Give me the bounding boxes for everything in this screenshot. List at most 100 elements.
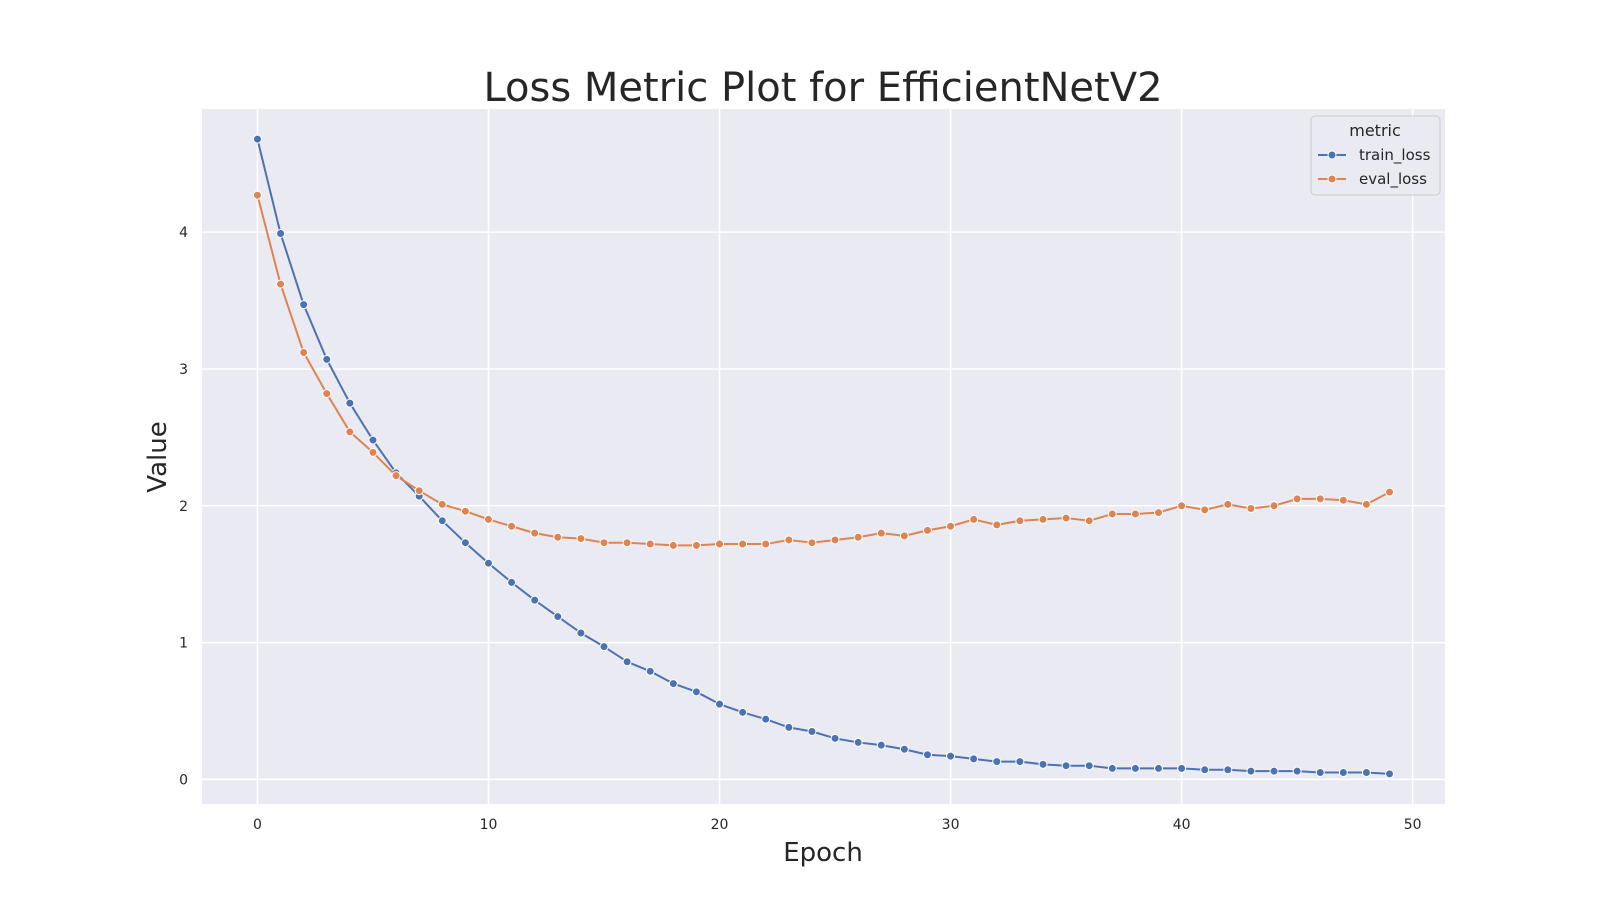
data-point-eval-loss-43 bbox=[1246, 503, 1256, 513]
data-point-eval-loss-15 bbox=[599, 538, 609, 548]
data-point-train-loss-25 bbox=[830, 733, 840, 743]
data-point-train-loss-30 bbox=[946, 751, 956, 761]
data-point-train-loss-22 bbox=[761, 714, 771, 724]
y-axis-label: Value bbox=[143, 421, 173, 492]
data-point-eval-loss-30 bbox=[946, 521, 956, 531]
data-point-train-loss-14 bbox=[576, 628, 586, 638]
data-point-eval-loss-4 bbox=[345, 427, 355, 437]
data-point-train-loss-40 bbox=[1177, 763, 1187, 773]
data-point-eval-loss-33 bbox=[1015, 516, 1025, 526]
data-point-train-loss-34 bbox=[1038, 759, 1048, 769]
data-point-train-loss-41 bbox=[1200, 765, 1210, 775]
data-point-eval-loss-7 bbox=[414, 486, 424, 496]
data-point-train-loss-12 bbox=[530, 595, 540, 605]
data-point-eval-loss-47 bbox=[1338, 495, 1348, 505]
data-point-eval-loss-20 bbox=[715, 539, 725, 549]
x-tick-label-50: 50 bbox=[1404, 817, 1422, 833]
legend-box bbox=[1310, 115, 1441, 196]
data-point-train-loss-3 bbox=[322, 354, 332, 364]
data-point-eval-loss-3 bbox=[322, 389, 332, 399]
data-point-train-loss-43 bbox=[1246, 766, 1256, 776]
data-point-train-loss-45 bbox=[1292, 766, 1302, 776]
y-tick-label-4: 4 bbox=[179, 225, 188, 241]
data-point-train-loss-38 bbox=[1130, 763, 1140, 773]
chart-title: Loss Metric Plot for EfficientNetV2 bbox=[483, 65, 1162, 111]
data-point-eval-loss-24 bbox=[807, 538, 817, 548]
data-point-eval-loss-49 bbox=[1385, 487, 1395, 497]
data-point-train-loss-47 bbox=[1338, 768, 1348, 778]
data-point-eval-loss-45 bbox=[1292, 494, 1302, 504]
data-point-eval-loss-31 bbox=[969, 514, 979, 524]
data-point-train-loss-4 bbox=[345, 398, 355, 408]
plot-area bbox=[202, 109, 1445, 804]
data-point-train-loss-37 bbox=[1107, 763, 1117, 773]
x-tick-label-10: 10 bbox=[480, 817, 498, 833]
data-point-train-loss-13 bbox=[553, 612, 563, 622]
data-point-eval-loss-29 bbox=[922, 525, 932, 535]
data-point-train-loss-11 bbox=[507, 577, 517, 587]
legend-label-eval-loss: eval_loss bbox=[1359, 170, 1427, 189]
data-point-eval-loss-40 bbox=[1177, 501, 1187, 511]
data-point-train-loss-28 bbox=[899, 744, 909, 754]
data-point-train-loss-36 bbox=[1084, 761, 1094, 771]
data-point-eval-loss-11 bbox=[507, 521, 517, 531]
data-point-eval-loss-0 bbox=[252, 190, 262, 200]
legend: metric train_loss eval_loss bbox=[1310, 115, 1441, 196]
y-tick-label-0: 0 bbox=[179, 772, 188, 788]
data-point-eval-loss-12 bbox=[530, 528, 540, 538]
legend-label-train-loss: train_loss bbox=[1359, 146, 1431, 165]
data-point-train-loss-42 bbox=[1223, 765, 1233, 775]
data-point-train-loss-1 bbox=[276, 228, 286, 238]
data-point-eval-loss-22 bbox=[761, 539, 771, 549]
series-eval-loss bbox=[252, 190, 1395, 550]
data-point-train-loss-17 bbox=[645, 666, 655, 676]
legend-marker-train-loss bbox=[1327, 150, 1337, 160]
data-point-train-loss-35 bbox=[1061, 761, 1071, 771]
data-point-eval-loss-44 bbox=[1269, 501, 1279, 511]
data-point-train-loss-18 bbox=[668, 679, 678, 689]
x-tick-label-30: 30 bbox=[942, 817, 960, 833]
data-point-eval-loss-10 bbox=[483, 514, 493, 524]
data-point-eval-loss-36 bbox=[1084, 516, 1094, 526]
x-tick-label-20: 20 bbox=[711, 817, 729, 833]
data-point-train-loss-2 bbox=[299, 300, 309, 310]
data-point-train-loss-21 bbox=[738, 707, 748, 717]
data-point-eval-loss-8 bbox=[437, 499, 447, 509]
legend-marker-eval-loss bbox=[1327, 174, 1337, 184]
data-point-train-loss-16 bbox=[622, 657, 632, 667]
data-point-train-loss-49 bbox=[1385, 769, 1395, 779]
x-axis-label: Epoch bbox=[783, 838, 863, 868]
data-point-train-loss-48 bbox=[1361, 768, 1371, 778]
data-point-train-loss-15 bbox=[599, 642, 609, 652]
data-point-eval-loss-34 bbox=[1038, 514, 1048, 524]
data-point-train-loss-20 bbox=[715, 699, 725, 709]
data-point-train-loss-10 bbox=[483, 558, 493, 568]
y-tick-label-2: 2 bbox=[179, 499, 188, 515]
data-point-eval-loss-21 bbox=[738, 539, 748, 549]
data-point-train-loss-8 bbox=[437, 516, 447, 526]
data-point-train-loss-44 bbox=[1269, 766, 1279, 776]
data-point-train-loss-9 bbox=[460, 538, 470, 548]
data-point-train-loss-0 bbox=[252, 134, 262, 144]
data-point-train-loss-46 bbox=[1315, 768, 1325, 778]
data-point-eval-loss-25 bbox=[830, 535, 840, 545]
data-point-train-loss-31 bbox=[969, 754, 979, 764]
legend-title: metric bbox=[1349, 121, 1401, 140]
data-point-eval-loss-1 bbox=[276, 279, 286, 289]
x-tick-label-40: 40 bbox=[1173, 817, 1191, 833]
data-point-eval-loss-18 bbox=[668, 540, 678, 550]
data-point-eval-loss-23 bbox=[784, 535, 794, 545]
series-train-loss bbox=[252, 134, 1395, 779]
data-point-train-loss-29 bbox=[922, 750, 932, 760]
data-point-eval-loss-27 bbox=[876, 528, 886, 538]
data-point-train-loss-27 bbox=[876, 740, 886, 750]
data-point-eval-loss-28 bbox=[899, 531, 909, 541]
data-point-eval-loss-26 bbox=[853, 532, 863, 542]
data-point-eval-loss-39 bbox=[1154, 508, 1164, 518]
series-layer bbox=[252, 134, 1395, 779]
data-point-eval-loss-32 bbox=[992, 520, 1002, 530]
data-point-eval-loss-38 bbox=[1130, 509, 1140, 519]
data-point-train-loss-23 bbox=[784, 722, 794, 732]
data-point-eval-loss-17 bbox=[645, 539, 655, 549]
